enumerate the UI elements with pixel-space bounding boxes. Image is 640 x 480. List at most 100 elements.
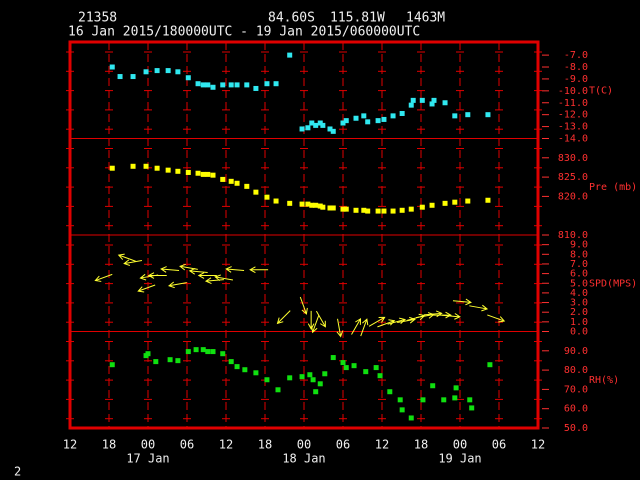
wind-arrow <box>307 310 315 330</box>
point <box>200 171 206 177</box>
y-tick-label: 0.0 <box>570 327 588 338</box>
point <box>317 381 323 387</box>
point <box>195 170 201 176</box>
point <box>153 359 159 365</box>
point <box>299 374 305 380</box>
wind-arrow <box>276 310 291 325</box>
wind-arrow <box>249 266 269 274</box>
point <box>175 168 181 174</box>
point <box>200 82 206 88</box>
x-tick-label: 12 <box>63 438 77 452</box>
date-label: 17 Jan <box>126 452 169 466</box>
point <box>145 351 151 357</box>
point <box>307 372 313 378</box>
date-label: 19 Jan <box>438 452 481 466</box>
wind-arrow <box>336 318 344 338</box>
point <box>330 205 336 211</box>
point <box>287 375 293 381</box>
point <box>313 389 319 395</box>
wind-arrow <box>160 266 180 273</box>
point <box>220 82 226 88</box>
point <box>375 118 381 124</box>
y-tick-label: 3.0 <box>570 298 588 309</box>
point <box>419 204 425 210</box>
point <box>165 167 171 173</box>
point <box>228 178 234 184</box>
point <box>154 68 160 74</box>
point <box>429 101 435 107</box>
point <box>485 197 491 203</box>
point <box>234 364 240 370</box>
point <box>340 206 346 212</box>
point <box>317 120 323 126</box>
y-tick-label: -8.0 <box>564 62 588 73</box>
point <box>351 363 357 369</box>
wind-arrow <box>117 253 136 262</box>
wind-arrow <box>168 281 187 289</box>
point <box>234 180 240 186</box>
elevation: 1463M <box>406 11 445 26</box>
wind-arrow <box>123 259 142 266</box>
x-tick-label: 18 <box>258 438 272 452</box>
point <box>205 171 211 177</box>
point <box>377 373 383 379</box>
point <box>469 405 475 411</box>
x-tick-label: 18 <box>102 438 116 452</box>
point <box>390 113 396 119</box>
point <box>387 389 393 395</box>
point <box>299 126 305 132</box>
station-id: 21358 <box>78 11 117 26</box>
wind-arrow <box>225 266 245 273</box>
point <box>381 116 387 122</box>
wind-arrow <box>188 268 208 275</box>
point <box>305 201 311 207</box>
y-tick-label: 60.0 <box>564 404 588 415</box>
point <box>273 81 279 87</box>
point <box>117 74 123 80</box>
point <box>185 169 191 175</box>
point <box>410 97 416 103</box>
point <box>381 208 387 214</box>
x-tick-label: 12 <box>219 438 233 452</box>
point <box>143 163 149 169</box>
point <box>185 75 191 81</box>
y-tick-label: -7.0 <box>564 50 588 61</box>
point <box>419 97 425 103</box>
point <box>452 395 458 401</box>
wind-arrow <box>397 316 416 324</box>
point <box>320 204 326 210</box>
wind-arrow <box>432 311 452 319</box>
point <box>431 97 437 103</box>
point <box>273 198 279 204</box>
y-tick-label: 820.0 <box>558 191 588 202</box>
point <box>467 397 473 403</box>
point <box>210 349 216 355</box>
point <box>210 172 216 178</box>
y-axis-label: RH(%) <box>589 375 619 386</box>
point <box>399 207 405 213</box>
point <box>465 112 471 118</box>
point <box>452 113 458 119</box>
point <box>343 206 349 212</box>
point <box>322 371 328 377</box>
point <box>442 100 448 106</box>
point <box>205 82 211 88</box>
point <box>408 102 414 108</box>
point <box>264 377 270 383</box>
y-tick-label: -13.0 <box>558 122 588 133</box>
wind-arrow <box>94 273 113 282</box>
point <box>430 383 436 389</box>
point <box>399 407 405 413</box>
point <box>109 64 115 70</box>
point <box>441 397 447 403</box>
point <box>313 122 319 128</box>
y-tick-label: 7.0 <box>570 259 588 270</box>
point <box>253 370 259 376</box>
point <box>244 183 250 189</box>
point <box>130 163 136 169</box>
x-tick-label: 00 <box>453 438 467 452</box>
y-tick-label: -12.0 <box>558 110 588 121</box>
point <box>275 387 281 393</box>
